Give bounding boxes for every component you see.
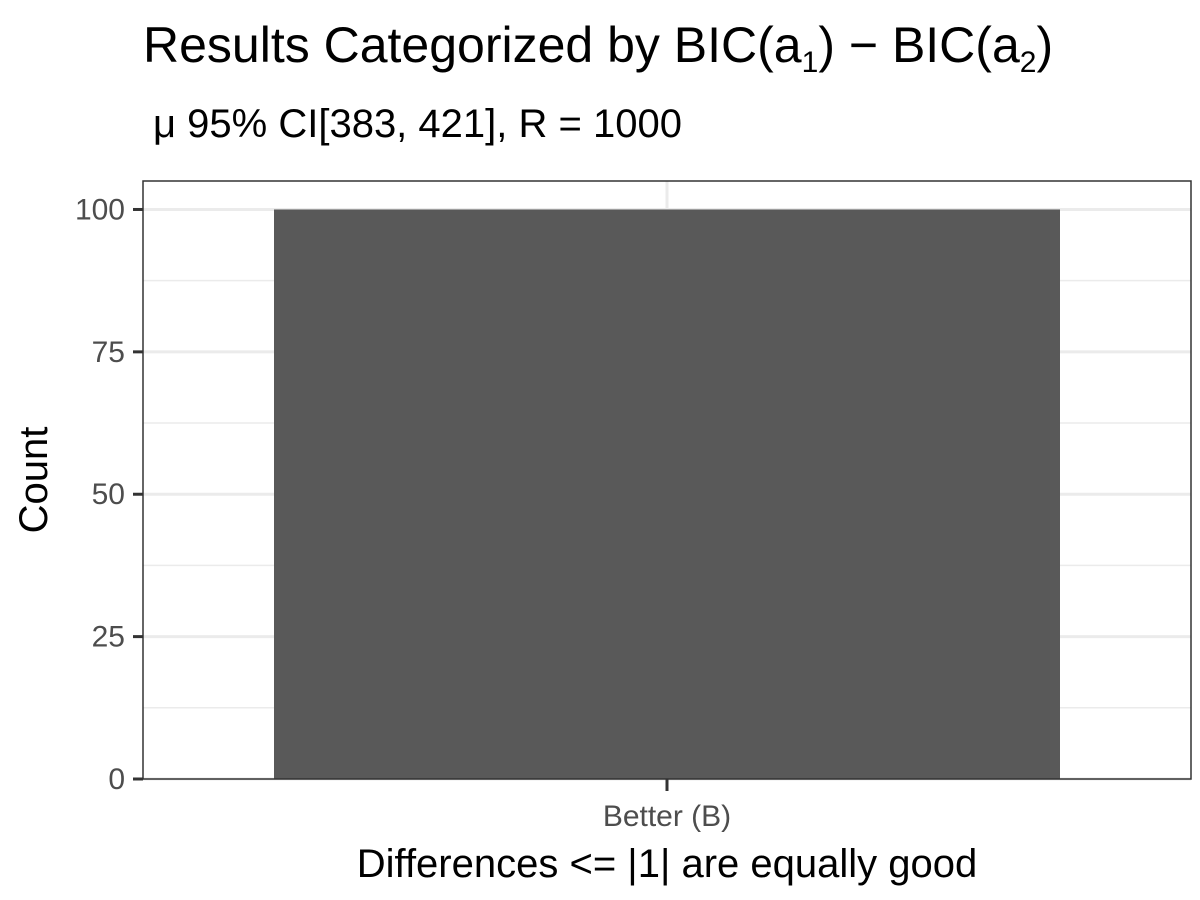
y-tick-label: 50 xyxy=(92,478,125,511)
y-tick-label: 75 xyxy=(92,336,125,369)
y-tick-label: 100 xyxy=(75,193,125,226)
y-tick-label: 0 xyxy=(108,763,125,796)
x-axis-label: Differences <= |1| are equally good xyxy=(356,842,978,886)
y-tick-label: 25 xyxy=(92,621,125,654)
chart-title: Results Categorized by BIC(a1) − BIC(a2) xyxy=(143,17,1054,79)
bars xyxy=(274,209,1060,779)
chart-subtitle: μ 95% CI[383, 421], R = 1000 xyxy=(153,102,682,146)
bar-0 xyxy=(274,209,1060,779)
axes: 0 25 50 75 100 Better (B) xyxy=(75,193,731,833)
y-axis-label: Count xyxy=(12,426,56,534)
x-tick-label: Better (B) xyxy=(603,800,731,833)
